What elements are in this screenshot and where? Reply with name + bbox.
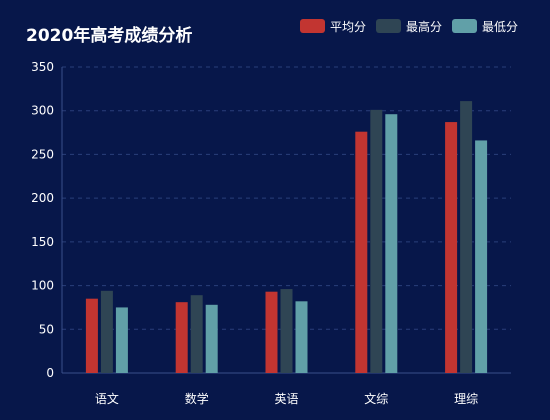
chart-title: 2020年高考成绩分析 (26, 25, 192, 46)
bar-3-2[interactable] (205, 304, 218, 373)
legend-label-3[interactable]: 最低分 (482, 20, 518, 34)
x-tick-label: 数学 (185, 391, 209, 406)
bar-2-3[interactable] (280, 289, 293, 373)
bars (85, 101, 488, 374)
bar-2-1[interactable] (100, 290, 113, 373)
bar-1-2[interactable] (175, 302, 188, 373)
grid-lines (62, 66, 511, 330)
y-tick-label: 300 (31, 104, 54, 118)
legend-swatch-3[interactable] (452, 19, 477, 33)
legend-label-1[interactable]: 平均分 (330, 20, 366, 34)
bar-3-3[interactable] (295, 301, 308, 373)
axes: 0 50 100 150 200 250 300 350 语文 数学 英语 文综 理综 (31, 60, 511, 406)
bar-3-1[interactable] (115, 307, 128, 373)
legend-label-2[interactable]: 最高分 (406, 19, 442, 34)
x-tick-label: 语文 (95, 391, 119, 406)
bar-1-4[interactable] (355, 131, 368, 373)
bar-2-5[interactable] (460, 101, 473, 374)
bar-1-1[interactable] (85, 298, 98, 373)
y-tick-label: 350 (31, 60, 54, 74)
bar-3-4[interactable] (385, 114, 398, 373)
y-tick-label: 50 (39, 322, 54, 336)
bar-3-5[interactable] (475, 140, 488, 373)
bar-2-4[interactable] (370, 109, 383, 373)
bar-2-2[interactable] (190, 295, 203, 373)
bar-1-5[interactable] (445, 122, 458, 373)
y-tick-label: 250 (31, 147, 54, 161)
y-tick-label: 200 (31, 191, 54, 205)
y-tick-label: 100 (31, 279, 54, 293)
legend-swatch-1[interactable] (300, 19, 325, 33)
legend[interactable]: 平均分 最高分 最低分 (300, 19, 518, 34)
y-tick-label: 150 (31, 235, 54, 249)
y-tick-label: 0 (46, 366, 54, 380)
bar-1-3[interactable] (265, 291, 278, 373)
legend-swatch-2[interactable] (376, 19, 401, 33)
x-tick-label: 文综 (364, 391, 388, 406)
x-tick-label: 英语 (274, 392, 298, 406)
x-tick-label: 理综 (454, 392, 478, 406)
